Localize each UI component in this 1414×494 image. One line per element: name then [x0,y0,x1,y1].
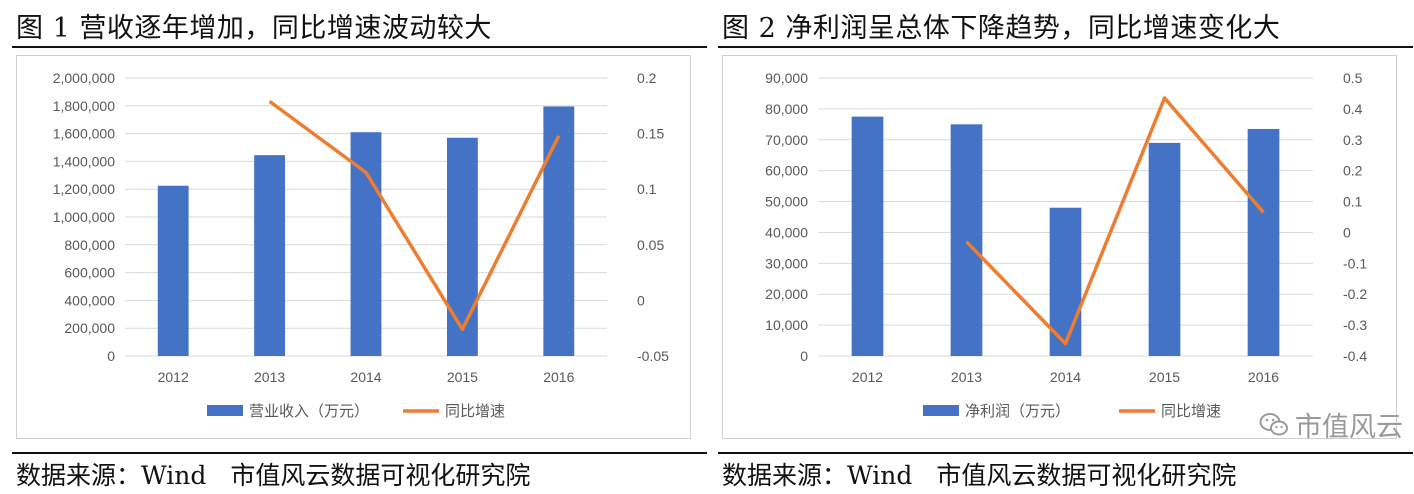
y-right-tick-label: -0.1 [1343,255,1367,271]
legend-label-bar: 净利润（万元） [965,402,1070,420]
y-left-tick-label: 2,000,000 [53,70,115,86]
x-tick-label: 2013 [254,369,285,385]
y-left-tick-label: 20,000 [765,286,808,302]
bar [350,132,382,356]
figure-2: 图 2 净利润呈总体下降趋势，同比增速变化大 0 10,000 20,000 30,0… [718,0,1413,494]
y-left-tick-label: 40,000 [765,224,808,240]
y-left-tick-label: 1,800,000 [53,98,115,114]
y-right-tick-label: -0.05 [637,348,669,364]
bar [157,185,189,356]
y-left-tick-label: 1,600,000 [53,126,115,142]
y-right-tick-label: 0 [637,292,645,308]
x-tick-label: 2014 [350,369,381,385]
y-left-tick-label: 800,000 [64,237,115,253]
y-left-tick-label: 0 [107,348,115,364]
source-org: 市值风云数据可视化研究院 [230,461,531,490]
y-left-tick-label: 600,000 [64,265,115,281]
y-right-tick-label: 0.15 [637,126,664,142]
x-tick-label: 2013 [951,369,982,385]
source-rule [718,452,1413,454]
y-left-tick-label: 50,000 [765,194,808,210]
source-label: 数据来源：Wind [16,461,207,490]
source-note-2: 数据来源：Wind 市值风云数据可视化研究院 [722,456,1236,492]
x-tick-label: 2015 [1149,369,1180,385]
y-right-tick-label: 0.4 [1343,101,1363,117]
y-left-tick-label: 1,400,000 [53,153,115,169]
legend-swatch-bar [207,405,243,416]
watermark: 市值风云 [1259,405,1403,444]
bar [950,124,983,356]
y-right-tick-label: 0 [1343,224,1351,240]
y-right-tick-label: 0.1 [637,181,657,197]
y-right-tick-label: 0.2 [1343,163,1363,179]
net-profit-chart: 0 10,000 20,000 30,000 40,000 50,000 60,000 70,… [765,70,1367,420]
legend-swatch-bar [923,405,959,416]
figure-1-title: 图 1 营收逐年增加，同比增速波动较大 [16,13,492,44]
y-left-tick-label: 200,000 [64,320,115,336]
y-right-tick-label: 0.3 [1343,132,1363,148]
chart-1-frame: 0 200,000 400,000 600,000 800,000 1,000,000 1,… [16,55,691,439]
y-left-tick-label: 90,000 [765,70,808,86]
legend-label-line: 同比增速 [445,402,505,420]
growth-rate-line [268,99,561,332]
y-left-tick-label: 70,000 [765,132,808,148]
x-tick-label: 2016 [543,369,574,385]
title-rule [718,46,1413,48]
source-org: 市值风云数据可视化研究院 [936,461,1237,490]
source-label: 数据来源：Wind [722,461,913,490]
y-left-tick-label: 60,000 [765,163,808,179]
chart-2-frame: 0 10,000 20,000 30,000 40,000 50,000 60,000 70,… [722,55,1397,439]
growth-rate-line [965,96,1265,346]
y-right-tick-label: 0.5 [1343,70,1363,86]
x-tick-label: 2015 [447,369,478,385]
x-tick-label: 2012 [852,369,883,385]
y-left-tick-label: 0 [800,348,808,364]
figure-1: 图 1 营收逐年增加，同比增速波动较大 0 200,000 400,000 600,0… [12,0,707,494]
bar [1148,142,1181,356]
watermark-text: 市值风云 [1295,412,1403,443]
y-right-tick-label: -0.3 [1343,317,1367,333]
bar [446,137,478,356]
source-note-1: 数据来源：Wind 市值风云数据可视化研究院 [16,456,530,492]
bar [851,116,884,356]
y-left-tick-label: 30,000 [765,255,808,271]
x-tick-label: 2014 [1050,369,1081,385]
x-tick-label: 2012 [158,369,189,385]
title-rule [12,46,707,48]
y-left-tick-label: 400,000 [64,292,115,308]
source-rule [12,452,707,454]
bar [254,155,286,356]
legend-label-bar: 营业收入（万元） [249,402,369,420]
wechat-icon [1259,412,1288,435]
y-right-tick-label: -0.4 [1343,348,1367,364]
y-left-tick-label: 1,200,000 [53,181,115,197]
y-left-tick-label: 1,000,000 [53,209,115,225]
legend-label-line: 同比增速 [1161,402,1221,420]
y-right-tick-label: 0.1 [1343,194,1363,210]
bar [1247,128,1280,356]
y-left-tick-label: 80,000 [765,101,808,117]
figure-2-title: 图 2 净利润呈总体下降趋势，同比增速变化大 [722,13,1281,44]
bar [543,106,575,356]
y-left-tick-label: 10,000 [765,317,808,333]
y-right-tick-label: 0.2 [637,70,657,86]
y-right-tick-label: 0.05 [637,237,664,253]
x-tick-label: 2016 [1248,369,1279,385]
y-right-tick-label: -0.2 [1343,286,1367,302]
revenue-chart: 0 200,000 400,000 600,000 800,000 1,000,000 1,… [53,70,669,420]
